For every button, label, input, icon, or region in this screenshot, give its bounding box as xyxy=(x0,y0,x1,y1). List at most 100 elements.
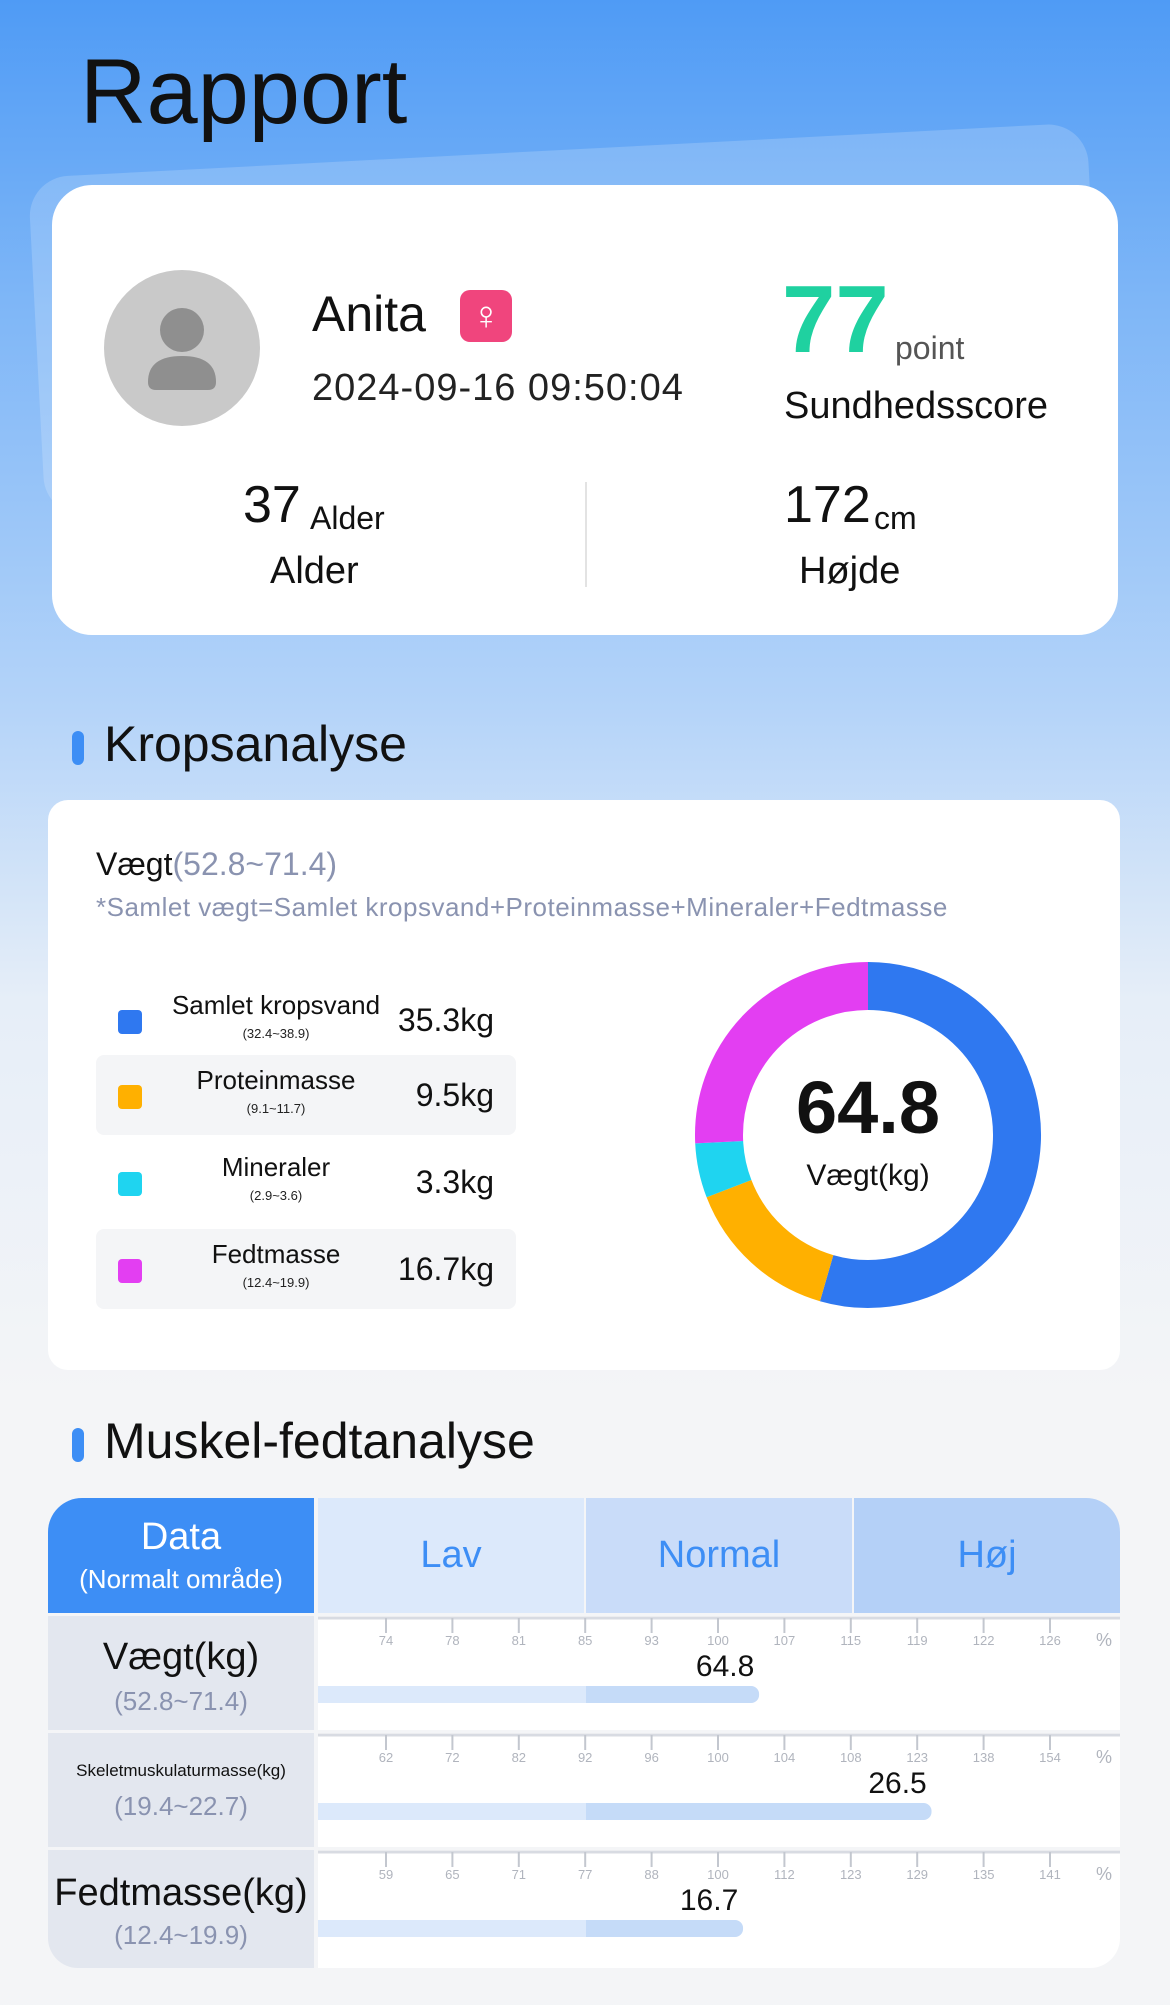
gauge-tick-label: 141 xyxy=(1039,1867,1061,1882)
gauge-tick-label: 129 xyxy=(906,1867,928,1882)
gauge-bar-low xyxy=(318,1920,586,1937)
avatar[interactable] xyxy=(104,270,260,426)
percent-symbol: % xyxy=(1096,1747,1112,1767)
age-label: Alder xyxy=(270,550,359,592)
health-score-label: Sundhedsscore xyxy=(784,385,1049,427)
gauge-tick-label: 85 xyxy=(578,1633,592,1648)
gauge-bar-joint xyxy=(586,1686,606,1703)
component-value: 35.3kg xyxy=(397,1002,494,1038)
section-marker xyxy=(72,1428,84,1462)
component-row: Mineraler (2.9~3.6) 3.3kg xyxy=(96,1142,516,1222)
gauge-bar-fill xyxy=(586,1920,744,1937)
gauge-tick-label: 122 xyxy=(973,1633,995,1648)
component-value: 16.7kg xyxy=(397,1251,494,1287)
gauge-tick-label: 72 xyxy=(445,1750,459,1765)
gauge-tick-label: 115 xyxy=(840,1633,861,1648)
row-label: Vægt(kg) (52.8~71.4) xyxy=(48,1616,314,1730)
age-unit: Alder xyxy=(310,500,385,536)
gauge-tick-label: 88 xyxy=(644,1867,658,1882)
gauge-bar-low xyxy=(318,1686,586,1703)
gauge-value: 64.8 xyxy=(696,1650,754,1683)
component-name: Proteinmasse xyxy=(196,1065,356,1095)
section-title-muscle-fat: Muskel-fedtanalyse xyxy=(104,1413,535,1469)
gauge-tick-label: 119 xyxy=(907,1633,928,1648)
gauge-bar-fill xyxy=(586,1686,760,1703)
health-score-unit: point xyxy=(895,330,965,366)
gauge-bar-low xyxy=(318,1803,586,1820)
row-name: Skeletmuskulaturmasse(kg) xyxy=(76,1761,286,1780)
row-chart: 59 65 71 77 88 100 112 123 129 135 141% 16.7 xyxy=(318,1850,1120,1968)
row-range: (12.4~19.9) xyxy=(114,1920,248,1950)
weight-label: Vægt(52.8~71.4) xyxy=(96,846,337,883)
row-range: (19.4~22.7) xyxy=(114,1791,248,1821)
bar-gauge: 74 78 81 85 93 100 107 115 119 122 126 % 64.8 xyxy=(318,1616,1120,1703)
weight-label-text: Vægt xyxy=(96,846,173,882)
row-name: Vægt(kg) xyxy=(102,1636,260,1678)
gauge-tick-label: 81 xyxy=(512,1633,526,1648)
weight-range: (52.8~71.4) xyxy=(172,846,338,882)
gauge-tick-label: 78 xyxy=(445,1633,459,1648)
gauge-tick-label: 123 xyxy=(840,1867,862,1882)
row-chart: 74 78 81 85 93 100 107 115 119 122 126% 64.8 xyxy=(318,1616,1120,1730)
health-score-value: 77 xyxy=(782,266,889,373)
formula-note: *Samlet vægt=Samlet kropsvand+Proteinmas… xyxy=(96,892,948,922)
component-name: Mineraler xyxy=(221,1152,331,1182)
component-range: (9.1~11.7) xyxy=(246,1101,306,1116)
gauge-tick-label: 100 xyxy=(707,1633,729,1648)
gauge-tick-label: 138 xyxy=(973,1750,995,1765)
row-chart: 62 72 82 92 96 100 104 108 123 138 154% 26.5 xyxy=(318,1733,1120,1847)
donut-segment-3 xyxy=(695,962,869,1144)
bar-gauge: 59 65 71 77 88 100 112 123 129 135 141 % 16.7 xyxy=(318,1850,1120,1937)
gauge-tick-label: 96 xyxy=(644,1750,658,1765)
person-icon xyxy=(148,308,216,390)
gauge-tick-label: 93 xyxy=(644,1633,658,1648)
header-data-label: Data xyxy=(140,1516,222,1558)
component-range: (32.4~38.9) xyxy=(242,1026,310,1041)
row-name: Fedtmasse(kg) xyxy=(54,1872,308,1914)
gauge-tick-label: 74 xyxy=(379,1633,393,1648)
measurement-timestamp: 2024-09-16 09:50:04 xyxy=(312,367,684,409)
page-title: Rapport xyxy=(80,41,408,143)
gauge-tick-label: 126 xyxy=(1039,1633,1061,1648)
age-value: 37 xyxy=(243,476,301,534)
gauge-bar-joint xyxy=(586,1803,606,1820)
header-data: Data (Normalt område) xyxy=(48,1498,314,1613)
weight-donut-chart: 64.8 Vægt(kg) xyxy=(695,962,1041,1308)
body-analysis-card: Vægt(52.8~71.4) *Samlet vægt=Samlet krop… xyxy=(48,800,1120,1370)
header-band-high: Høj xyxy=(854,1498,1120,1613)
donut-segment-2 xyxy=(695,1140,752,1198)
component-row: Fedtmasse (12.4~19.9) 16.7kg xyxy=(96,1229,516,1309)
gauge-tick-label: 112 xyxy=(774,1867,795,1882)
height-value: 172 xyxy=(784,476,871,534)
gauge-tick-label: 154 xyxy=(1039,1750,1061,1765)
component-value: 9.5kg xyxy=(415,1077,494,1113)
component-swatch xyxy=(118,1010,142,1034)
component-swatch xyxy=(118,1085,142,1109)
gauge-tick-label: 107 xyxy=(774,1633,796,1648)
gauge-tick-label: 59 xyxy=(379,1867,393,1882)
component-name: Samlet kropsvand xyxy=(171,990,381,1020)
donut-segment-0 xyxy=(820,962,1041,1308)
component-swatch xyxy=(118,1259,142,1283)
header-band-low: Lav xyxy=(318,1498,584,1613)
gauge-tick-label: 104 xyxy=(774,1750,796,1765)
gauge-tick-label: 92 xyxy=(578,1750,592,1765)
gauge-tick-label: 77 xyxy=(578,1867,592,1882)
gauge-tick-label: 100 xyxy=(707,1867,729,1882)
percent-symbol: % xyxy=(1096,1630,1112,1650)
gauge-tick-label: 135 xyxy=(973,1867,995,1882)
female-icon: ♀ xyxy=(460,290,512,342)
gauge-tick-label: 62 xyxy=(379,1750,393,1765)
donut-segment-1 xyxy=(706,1179,834,1302)
component-row: Proteinmasse (9.1~11.7) 9.5kg xyxy=(96,1055,516,1135)
height-label: Højde xyxy=(799,550,901,592)
section-marker xyxy=(72,731,84,765)
profile-card: Anita ♀ 2024-09-16 09:50:04 77 point Sun… xyxy=(52,185,1118,635)
donut-label: Vægt(kg) xyxy=(806,1159,929,1192)
section-title-body-analysis: Kropsanalyse xyxy=(104,716,407,772)
donut-value: 64.8 xyxy=(796,1066,940,1149)
component-range: (2.9~3.6) xyxy=(249,1188,303,1203)
gauge-tick-label: 65 xyxy=(445,1867,459,1882)
component-name: Fedtmasse xyxy=(211,1239,341,1269)
percent-symbol: % xyxy=(1096,1864,1112,1884)
